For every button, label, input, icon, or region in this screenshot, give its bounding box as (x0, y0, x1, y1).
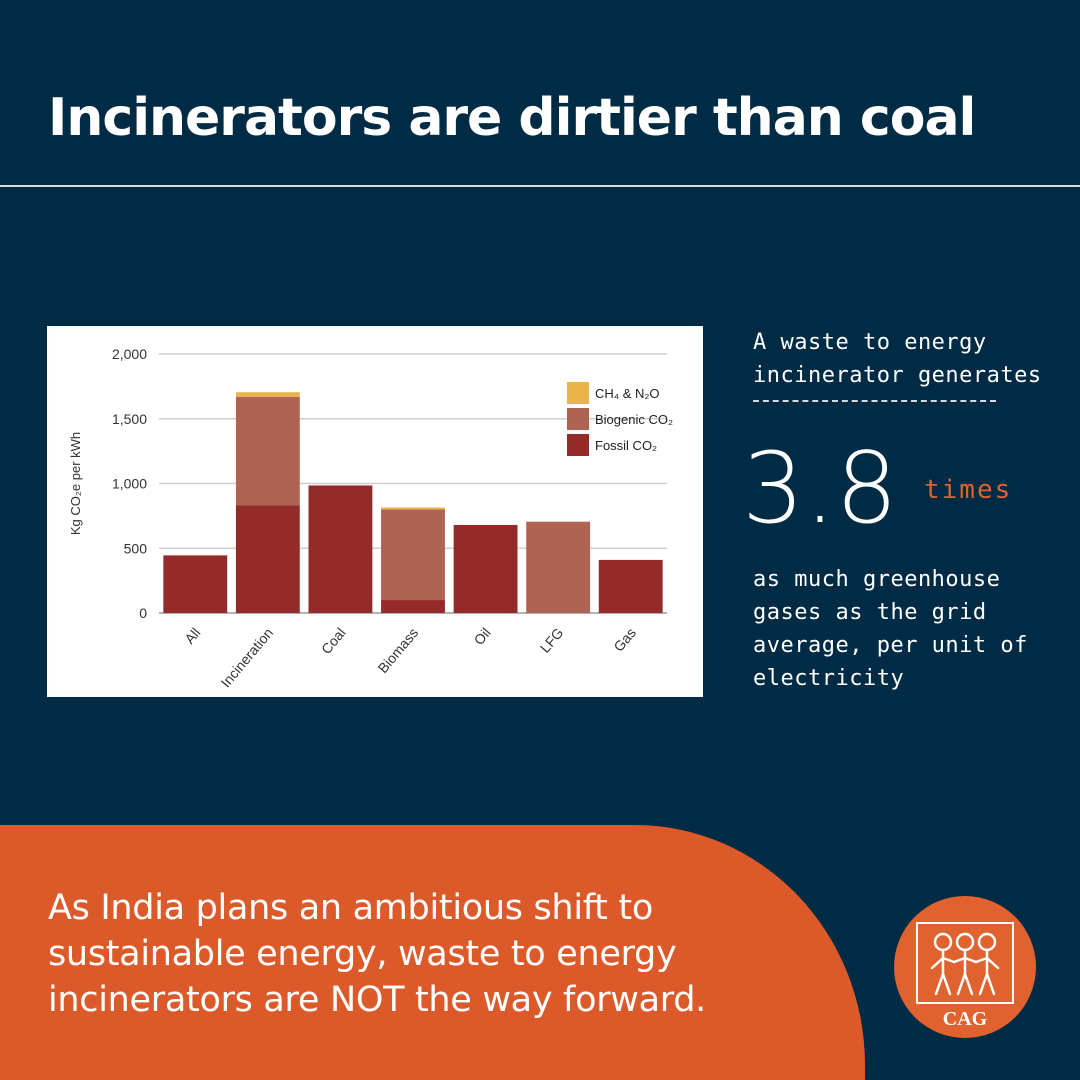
bar-all-segment (163, 555, 228, 613)
x-tick-label: LFG (537, 625, 567, 656)
legend-label: Fossil CO₂ (595, 438, 657, 453)
bar-oil-segment (453, 524, 518, 613)
bottom-statement: As India plans an ambitious shift to sus… (48, 888, 706, 1020)
logo-text: CAG (943, 1008, 988, 1030)
dashed-divider (753, 400, 996, 402)
y-tick-label: 2,000 (112, 346, 147, 362)
x-tick-label: Oil (471, 625, 494, 648)
stick-figures-icon (930, 932, 1000, 996)
chart-svg: 0 500 1,000 1,500 2,000 Kg CO₂e per kWh All Inc… (68, 346, 673, 691)
x-tick-label: All (181, 625, 203, 647)
x-tick-label: Coal (318, 625, 349, 657)
legend-swatch (567, 434, 589, 456)
x-tick-label: Incineration (217, 625, 276, 691)
y-tick-label: 1,000 (112, 476, 147, 492)
bar-biomass-segment (381, 509, 445, 601)
legend-label: CH₄ & N₂O (595, 386, 660, 401)
legend-swatch (567, 382, 589, 404)
y-tick-label: 1,500 (112, 411, 147, 427)
title-divider (0, 185, 1080, 187)
y-tick-label: 500 (124, 540, 148, 556)
bottom-panel (0, 825, 865, 1080)
y-tick-label: 0 (139, 605, 147, 621)
bar-lfg-segment (526, 521, 591, 613)
side-intro-text: A waste to energy incinerator generates (753, 330, 1042, 388)
bar-biomass-segment (381, 507, 445, 510)
side-outro-text: as much greenhouse gases as the grid ave… (753, 567, 1028, 691)
bar-coal-segment (308, 485, 373, 613)
x-tick-label: Biomass (375, 625, 422, 676)
big-number: 3.8 (742, 432, 898, 546)
bar-gas-segment (598, 559, 663, 613)
times-label: times (924, 475, 1013, 505)
y-axis-label: Kg CO₂e per kWh (68, 432, 83, 535)
emissions-chart: 0 500 1,000 1,500 2,000 Kg CO₂e per kWh All Inc… (47, 326, 703, 697)
cag-logo: CAG (894, 896, 1036, 1038)
bar-incineration-segment (235, 392, 300, 397)
logo-frame (916, 922, 1014, 1004)
legend-swatch (567, 408, 589, 430)
bar-biomass-segment (381, 600, 445, 613)
page-title: Incinerators are dirtier than coal (48, 88, 976, 148)
legend-label: Biogenic CO₂ (595, 412, 673, 427)
x-tick-label: Gas (610, 625, 639, 655)
bar-incineration-segment (235, 505, 300, 613)
bar-incineration-segment (235, 396, 300, 506)
